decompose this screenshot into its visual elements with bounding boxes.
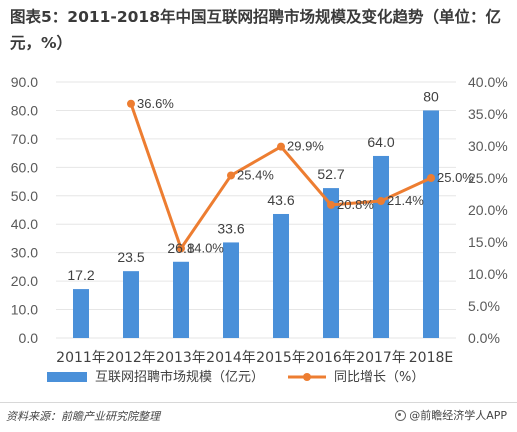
y-left-tick-label: 70.0 bbox=[11, 131, 38, 147]
y-left-tick-label: 60.0 bbox=[11, 159, 38, 175]
y-left-tick-label: 90.0 bbox=[11, 74, 38, 90]
bar bbox=[373, 155, 389, 338]
bar bbox=[173, 261, 189, 338]
bar-value-label: 80 bbox=[423, 88, 439, 104]
y-left-tick-label: 10.0 bbox=[11, 302, 38, 318]
line-value-label: 20.8% bbox=[337, 197, 374, 212]
bar-value-label: 33.6 bbox=[217, 220, 244, 236]
x-tick-label: 2017年 bbox=[356, 350, 406, 366]
bar bbox=[423, 110, 439, 338]
x-tick-label: 2015年 bbox=[256, 350, 306, 366]
y-left-tick-label: 20.0 bbox=[11, 273, 38, 289]
y-right-tick-label: 40.0% bbox=[468, 74, 508, 90]
x-tick-label: 2012年 bbox=[106, 350, 156, 366]
footer-divider bbox=[0, 402, 517, 403]
line-point bbox=[227, 171, 235, 180]
line-series bbox=[127, 99, 435, 253]
x-tick-label: 2018E bbox=[409, 350, 453, 366]
combo-chart: 0.010.020.030.040.050.060.070.080.090.0 … bbox=[11, 74, 508, 385]
line-value-label: 36.6% bbox=[137, 96, 174, 111]
bar bbox=[273, 213, 289, 338]
line-value-label: 21.4% bbox=[387, 193, 424, 208]
chart-title: 图表5：2011-2018年中国互联网招聘市场规模及变化趋势（单位：亿元，%） bbox=[10, 8, 501, 52]
legend-bar-swatch bbox=[47, 372, 87, 382]
line-point bbox=[427, 174, 435, 182]
y-axis-right: 0.0% 5.0% 10.0% 15.0% 20.0% 25.0% 30.0% 35.0% 40… bbox=[468, 74, 508, 346]
bar bbox=[323, 188, 339, 338]
bar-data-labels: 17.2 23.5 26.8 33.6 43.6 52.7 64.0 80 bbox=[67, 88, 439, 283]
y-right-tick-label: 5.0% bbox=[468, 298, 500, 314]
y-left-tick-label: 0.0 bbox=[19, 330, 39, 346]
bar-series bbox=[73, 110, 439, 338]
line-value-label: 25.0% bbox=[437, 170, 474, 185]
bar-value-label: 64.0 bbox=[367, 134, 394, 150]
x-tick-label: 2011年 bbox=[56, 350, 106, 366]
line-point bbox=[327, 200, 335, 209]
line-data-labels: 36.6% 14.0% 25.4% 29.9% 20.8% 21.4% 25.0% bbox=[137, 96, 474, 256]
y-right-tick-label: 0.0% bbox=[468, 330, 500, 346]
gridlines bbox=[56, 81, 456, 339]
legend-bar-label: 互联网招聘市场规模（亿元） bbox=[95, 369, 264, 385]
bar bbox=[223, 242, 239, 338]
x-tick-label: 2016年 bbox=[306, 350, 356, 366]
brand-text: @前瞻经济学人APP bbox=[409, 409, 507, 422]
brand-logo-icon bbox=[395, 409, 407, 421]
line-point bbox=[377, 197, 385, 206]
x-axis: 2011年 2012年 2013年 2014年 2015年 2016年 2017年 2018E bbox=[56, 350, 453, 366]
bar bbox=[73, 289, 89, 338]
bar-value-label: 23.5 bbox=[117, 249, 144, 265]
y-axis-left: 0.0 10.0 20.0 30.0 40.0 50.0 60.0 70.0 80.0 90.0 bbox=[11, 74, 38, 346]
y-left-tick-label: 40.0 bbox=[11, 216, 38, 232]
line-value-label: 25.4% bbox=[237, 167, 274, 182]
bar-value-label: 52.7 bbox=[317, 166, 344, 182]
bar-value-label: 26.8 bbox=[167, 240, 194, 256]
line-value-label: 14.0% bbox=[187, 240, 224, 255]
line-point bbox=[177, 244, 185, 253]
bar-value-label: 43.6 bbox=[267, 192, 294, 208]
x-tick-label: 2014年 bbox=[206, 350, 256, 366]
y-right-tick-label: 30.0% bbox=[468, 138, 508, 154]
source-note: 资料来源：前瞻产业研究院整理 bbox=[6, 410, 160, 423]
x-tick-label: 2013年 bbox=[156, 350, 206, 366]
legend: 互联网招聘市场规模（亿元） 同比增长（%） bbox=[47, 369, 424, 385]
y-left-tick-label: 30.0 bbox=[11, 245, 38, 261]
y-right-tick-label: 25.0% bbox=[468, 170, 508, 186]
brand-credit: @前瞻经济学人APP bbox=[395, 407, 507, 423]
legend-line-label: 同比增长（%） bbox=[334, 370, 424, 385]
y-left-tick-label: 50.0 bbox=[11, 188, 38, 204]
line-point bbox=[127, 99, 135, 108]
y-left-tick-label: 80.0 bbox=[11, 102, 38, 118]
legend-line-marker bbox=[303, 373, 311, 381]
bar-value-label: 17.2 bbox=[67, 267, 94, 283]
y-right-tick-label: 20.0% bbox=[468, 202, 508, 218]
y-right-tick-label: 10.0% bbox=[468, 266, 508, 282]
bar bbox=[123, 271, 139, 338]
y-right-tick-label: 35.0% bbox=[468, 106, 508, 122]
line-point bbox=[277, 142, 285, 151]
y-right-tick-label: 15.0% bbox=[468, 234, 508, 250]
line-value-label: 29.9% bbox=[287, 139, 324, 154]
